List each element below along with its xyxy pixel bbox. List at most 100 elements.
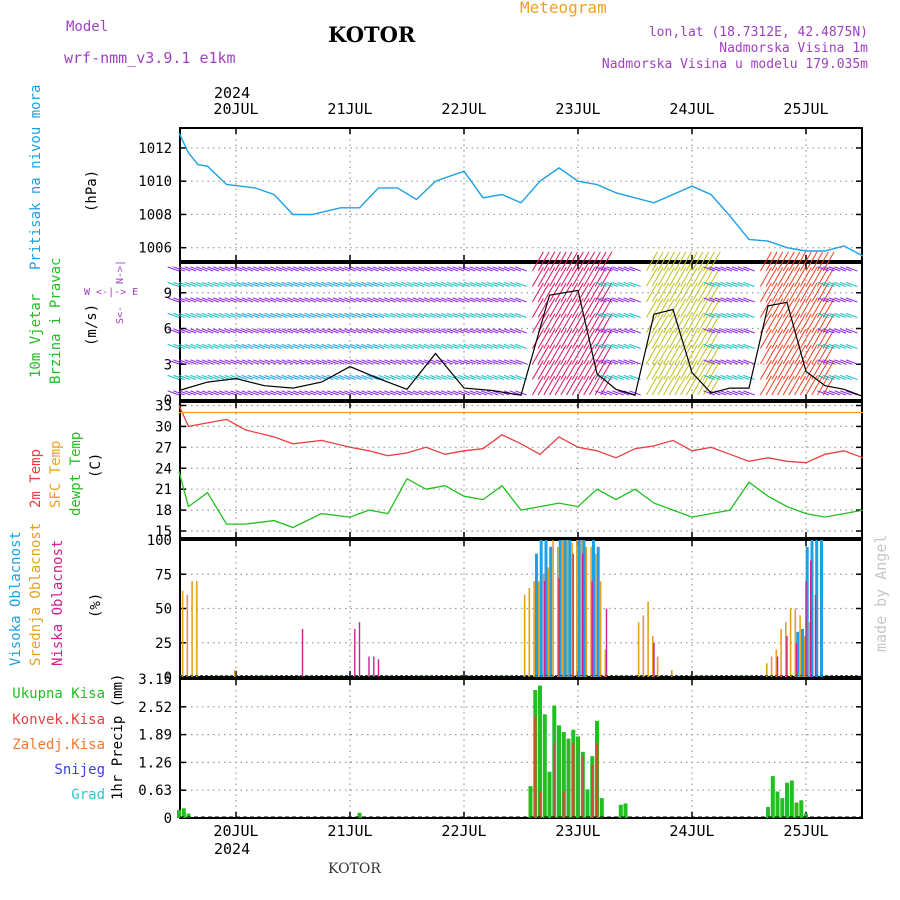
wind-barb [481,390,493,396]
wind-barb [543,360,556,380]
wind-barb [446,328,459,334]
wind-barb [566,375,579,396]
wind-barb [743,312,755,318]
wind-barb [469,312,482,318]
wind-barb [167,297,180,303]
wind-barb [498,328,510,334]
wind-barb [264,312,277,318]
wind-barb [617,343,630,349]
wind-barb [805,360,818,380]
wind-barb [799,251,812,272]
wind-barb [406,281,419,287]
wind-barb [196,281,208,287]
wind-barb [332,390,345,396]
precip-bar-0 [186,813,191,818]
precip-bar-1 [538,791,542,818]
wind-barb [595,359,607,365]
precip-bar-0 [794,802,799,818]
wind-barb [645,375,658,396]
wind-barb [327,328,339,334]
wind-barb [503,297,516,303]
precip-label-hail: Grad [71,787,105,803]
wind-barb [645,298,658,318]
wind-barb [595,328,607,334]
wind-barb [817,328,829,334]
wind-barb [697,282,710,303]
cloud-bar-1 [552,540,554,677]
wind-barb [247,281,259,287]
wind-barb [241,343,254,349]
wind-barb [230,266,242,272]
wind-barb [361,359,373,365]
wind-barb [845,281,858,287]
wind-barb [190,359,202,365]
wind-barb [777,313,789,334]
wind-barb [258,312,271,318]
wind-barb [173,390,185,396]
cloud-bar-1 [576,540,578,677]
wind-barb [378,312,391,318]
wind-barb [759,267,772,287]
wind-barb [759,251,772,272]
wind-barb [184,343,197,349]
wind-barb [395,266,408,272]
wind-barb [543,375,556,396]
wind-barb [418,390,430,396]
wind-barb [560,251,573,272]
wind-barb [441,281,453,287]
wind-barb [600,312,613,318]
wind-barb [389,359,402,365]
wind-barb [845,343,858,349]
wind-barb [823,359,835,365]
wind-barb [823,343,835,349]
wind-barb [452,266,465,272]
wind-barb [657,344,670,365]
precip-bar-0 [181,808,186,818]
wind-barb [178,390,191,396]
wind-barb [230,328,242,334]
wind-barb [384,390,396,396]
wind-barb [828,328,841,334]
wind-barb [834,312,847,318]
wind-barb [298,312,311,318]
elevation-label: Nadmorska Visina 1m [719,41,868,56]
wind-barb [537,282,550,303]
wind-barb [321,390,334,396]
wind-barb [759,298,772,318]
wind-barb [395,343,408,349]
wind-barb [310,328,322,334]
wind-barb [270,328,282,334]
wind-barb [355,297,368,303]
wind-barb [292,359,305,365]
wind-barb [435,312,448,318]
wind-barb [441,374,453,380]
wind-barb [327,390,339,396]
wind-barb [486,390,499,396]
wind-barb [697,329,710,349]
wind-barb [167,343,180,349]
wind-barb [657,329,670,349]
wind-barb [805,267,818,287]
wind-barb [338,374,351,380]
wind-barb [663,329,675,349]
wind-barb [338,328,351,334]
wind-barb [645,360,658,380]
wind-barb [281,297,294,303]
x-day-label-bottom: 25JUL [783,822,828,840]
temp-ytick-label: 30 [155,419,172,435]
wind-barb [726,281,738,287]
wind-barb [560,298,573,318]
wind-barb [492,374,505,380]
precip-bar-1 [534,716,537,818]
wind-barb [515,328,527,334]
wind-barb [196,374,208,380]
wind-barb [726,266,738,272]
wind-barb [828,312,841,318]
temp-label-sfc: SFC Temp [48,440,64,508]
x-day-label-top: 24JUL [669,100,714,118]
wind-barb [737,297,750,303]
wind-barb [452,343,465,349]
wind-barb [503,343,516,349]
wind-barb [292,328,305,334]
wind-barb [788,251,801,272]
